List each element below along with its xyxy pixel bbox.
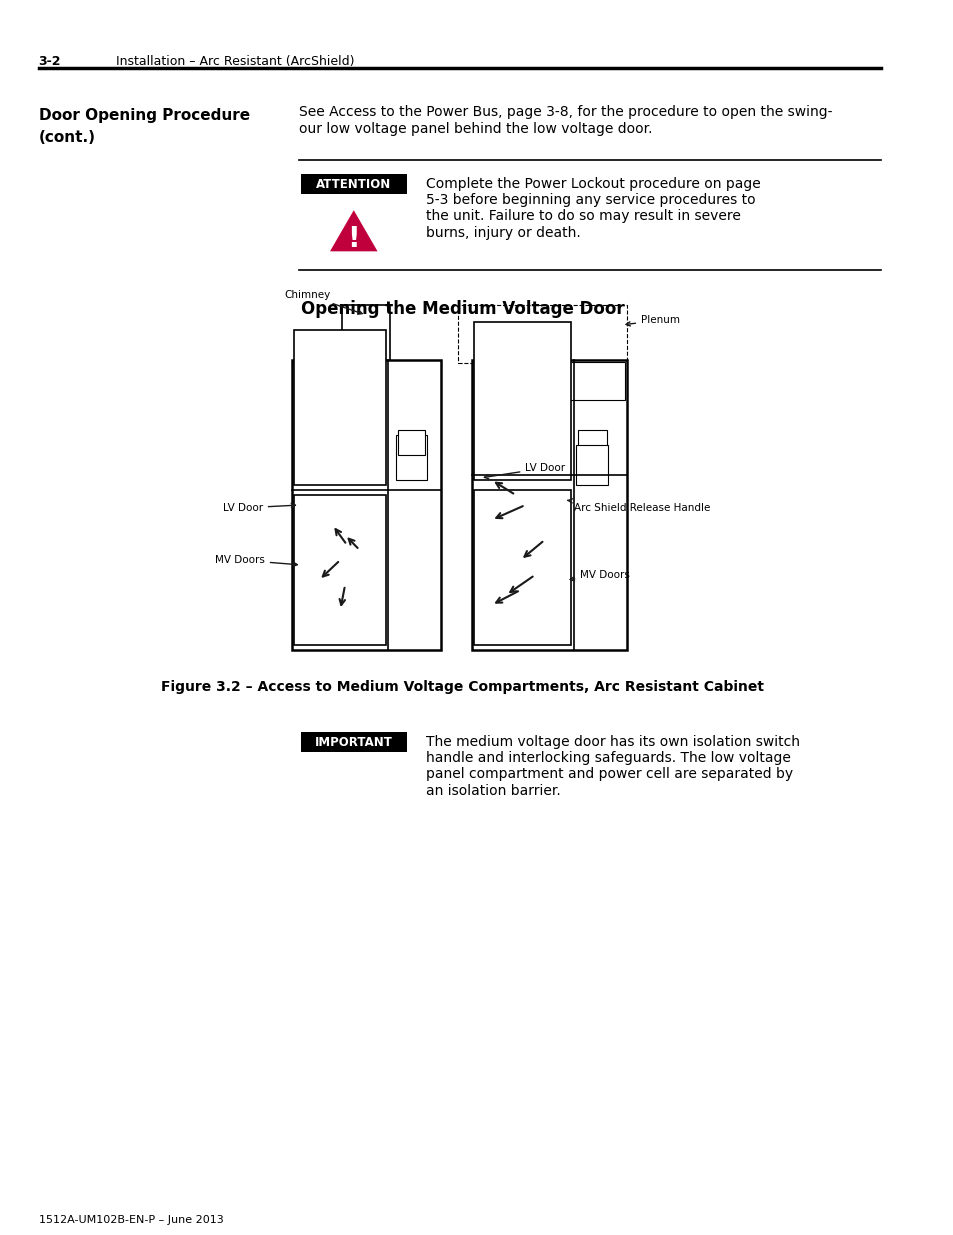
Bar: [576, 445, 608, 485]
Bar: [578, 430, 607, 454]
Text: Arc Shield Release Handle: Arc Shield Release Handle: [567, 499, 709, 513]
Text: 3-2: 3-2: [38, 56, 61, 68]
FancyBboxPatch shape: [300, 174, 406, 194]
Bar: [474, 322, 570, 480]
Text: Chimney: Chimney: [284, 290, 362, 314]
Bar: [472, 359, 626, 650]
Bar: [457, 305, 626, 363]
Bar: [292, 359, 441, 650]
Text: LV Door: LV Door: [222, 503, 295, 513]
Text: IMPORTANT: IMPORTANT: [314, 736, 393, 748]
Text: Figure 3.2 – Access to Medium Voltage Compartments, Arc Resistant Cabinet: Figure 3.2 – Access to Medium Voltage Co…: [161, 680, 763, 694]
Bar: [395, 435, 427, 480]
Bar: [294, 495, 385, 645]
Text: Door Opening Procedure: Door Opening Procedure: [38, 107, 250, 124]
Text: MV Doors: MV Doors: [214, 555, 297, 567]
Bar: [397, 430, 425, 454]
Text: Installation – Arc Resistant (ArcShield): Installation – Arc Resistant (ArcShield): [115, 56, 354, 68]
FancyBboxPatch shape: [300, 732, 406, 752]
Bar: [342, 305, 390, 363]
Bar: [474, 362, 624, 400]
Text: LV Door: LV Door: [484, 463, 565, 479]
Polygon shape: [332, 212, 375, 251]
Text: 1512A-UM102B-EN-P – June 2013: 1512A-UM102B-EN-P – June 2013: [38, 1215, 223, 1225]
Text: Opening the Medium Voltage Door: Opening the Medium Voltage Door: [300, 300, 624, 317]
Bar: [294, 330, 385, 485]
Text: The medium voltage door has its own isolation switch
handle and interlocking saf: The medium voltage door has its own isol…: [426, 735, 800, 798]
Text: ATTENTION: ATTENTION: [315, 178, 391, 190]
Text: our low voltage panel behind the low voltage door.: our low voltage panel behind the low vol…: [298, 122, 652, 136]
Text: Complete the Power Lockout procedure on page
5-3 before beginning any service pr: Complete the Power Lockout procedure on …: [426, 177, 760, 240]
Bar: [306, 395, 359, 454]
Bar: [476, 405, 544, 454]
Text: MV Doors: MV Doors: [570, 571, 630, 580]
Text: Plenum: Plenum: [625, 315, 679, 326]
Text: (cont.): (cont.): [38, 130, 95, 144]
Text: !: !: [347, 225, 359, 253]
Bar: [474, 490, 570, 645]
Text: See Access to the Power Bus, page 3-8, for the procedure to open the swing-: See Access to the Power Bus, page 3-8, f…: [298, 105, 831, 119]
